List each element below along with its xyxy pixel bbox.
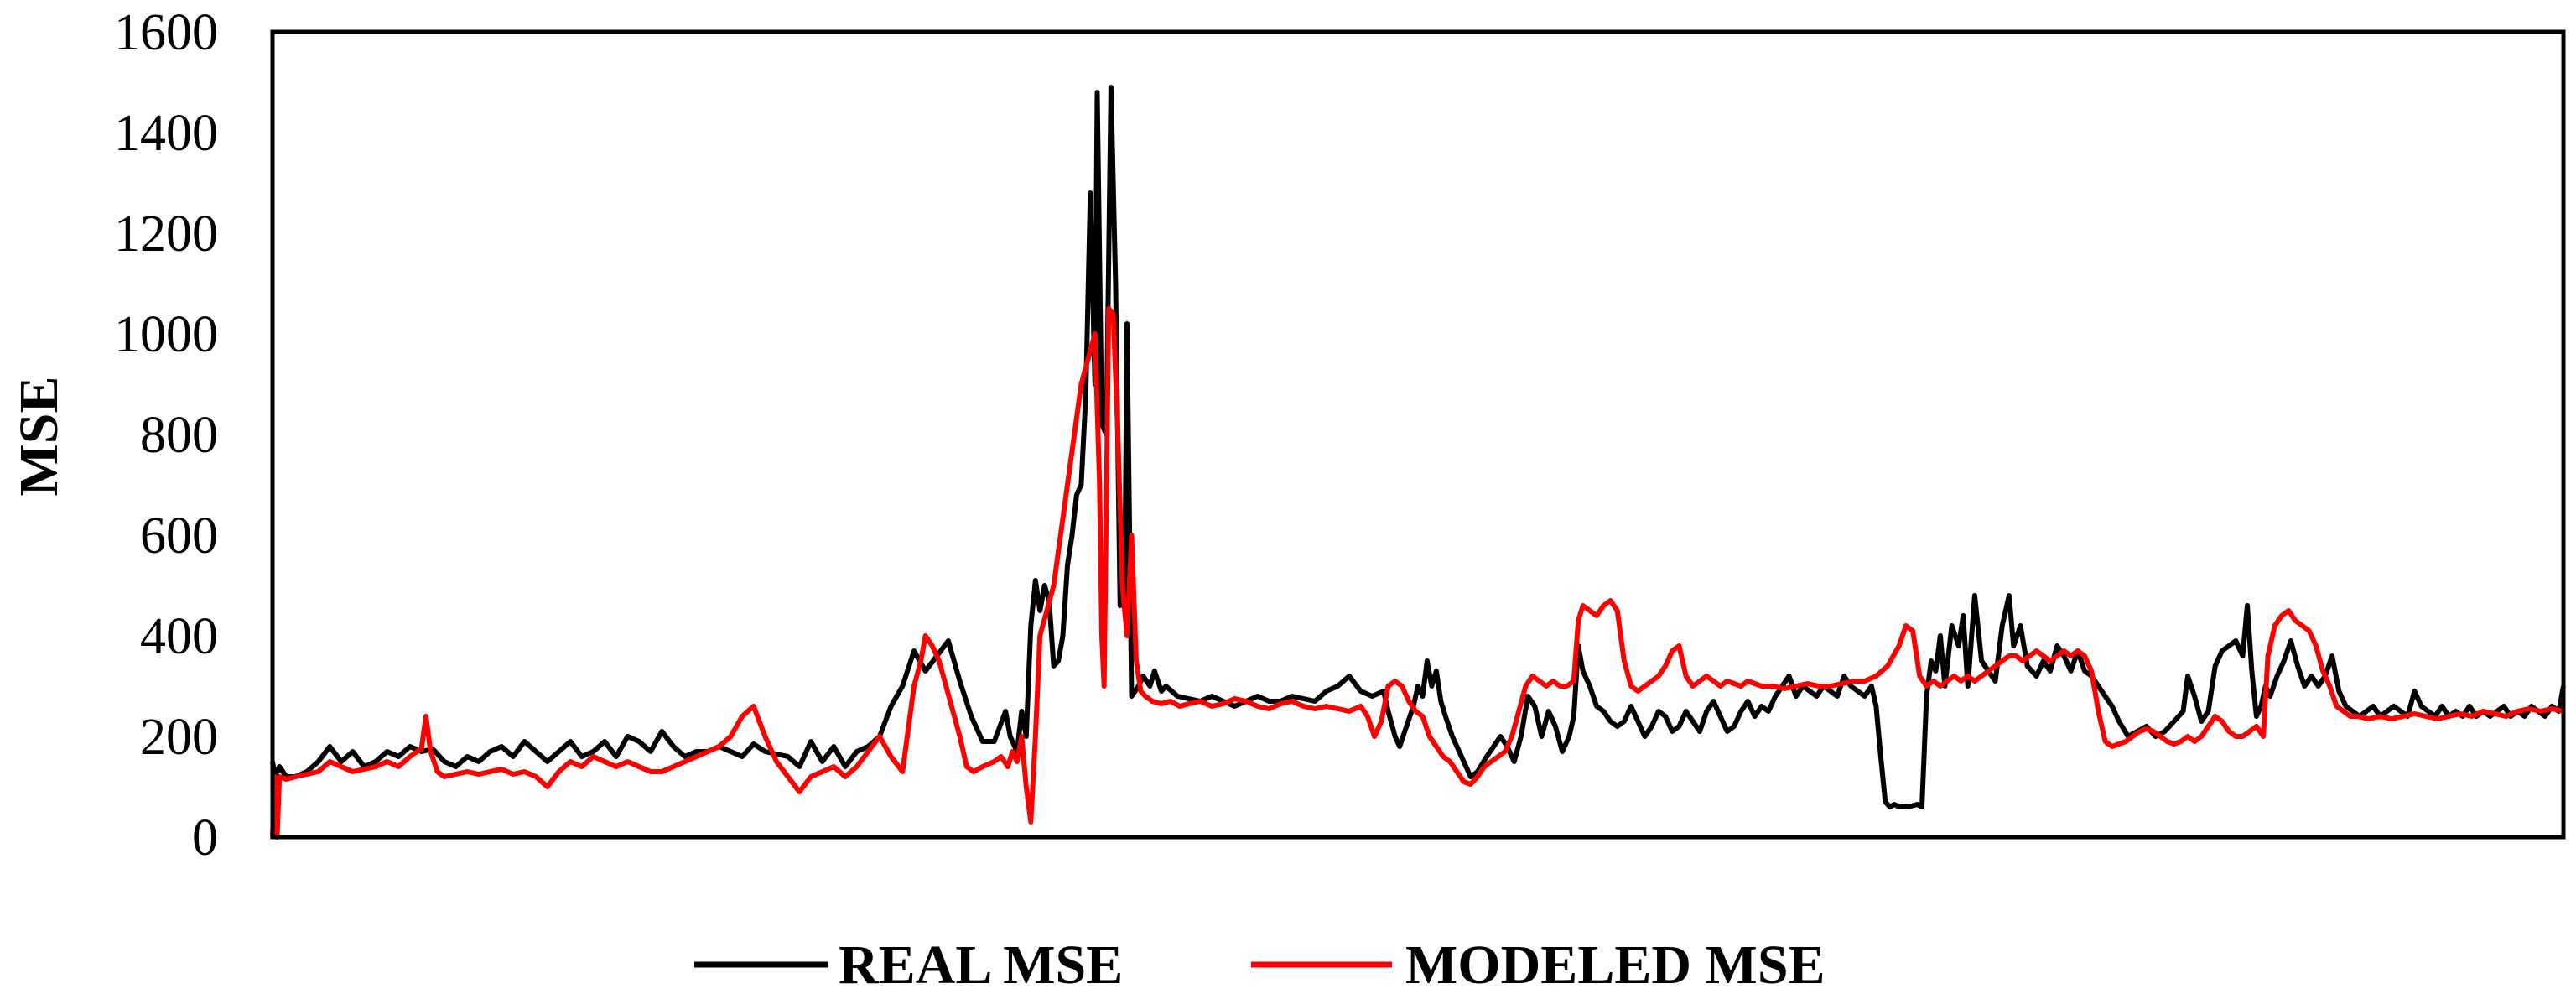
y-tick-label: 1400 <box>114 105 218 162</box>
y-tick-label: 600 <box>140 507 218 565</box>
y-tick-label: 1200 <box>114 206 218 263</box>
y-axis-title: MSE <box>8 376 70 496</box>
modeled-mse-line <box>270 306 2564 840</box>
real-mse-line <box>270 85 2566 809</box>
y-tick-label: 400 <box>140 608 218 665</box>
y-tick-label: 200 <box>140 709 218 766</box>
y-tick-label: 0 <box>192 809 218 866</box>
plot-area <box>270 85 2566 840</box>
legend-label-modeled: MODELED MSE <box>1405 934 1826 996</box>
plot-frame <box>270 29 2566 840</box>
legend: REAL MSE MODELED MSE <box>694 934 1826 996</box>
y-tick-label: 800 <box>140 407 218 464</box>
legend-label-real: REAL MSE <box>839 934 1123 996</box>
y-tick-label: 1000 <box>114 306 218 363</box>
y-axis-ticks: 0 200 400 600 800 1000 1200 1400 1600 <box>114 4 218 866</box>
y-tick-label: 1600 <box>114 4 218 61</box>
